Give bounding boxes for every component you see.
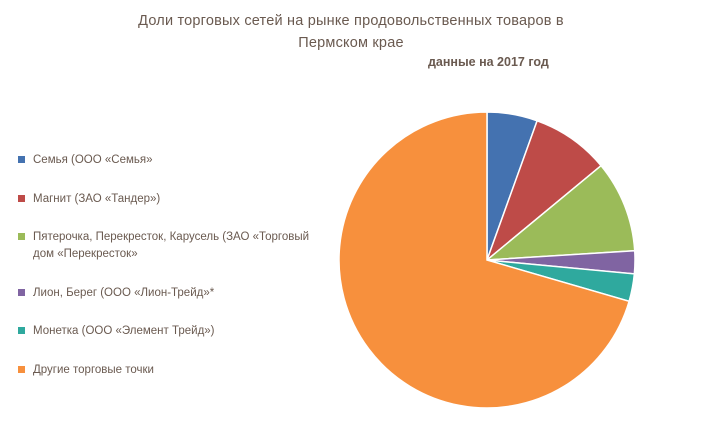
legend-marker (18, 156, 25, 163)
legend-item: Монетка (ООО «Элемент Трейд») (18, 323, 333, 340)
legend-item: Другие торговые точки (18, 362, 333, 379)
pie-chart (338, 111, 636, 409)
legend-marker (18, 288, 25, 296)
legend-marker (18, 233, 25, 241)
chart-subtitle: данные на 2017 год (428, 55, 549, 69)
legend-marker (18, 194, 25, 202)
legend-label: Пятерочка, Перекресток, Карусель (ЗАО «Т… (33, 231, 310, 261)
legend-marker (18, 327, 25, 335)
chart-title-line2: Пермском крае (298, 35, 404, 52)
legend-item: Семья (ООО «Семья» (18, 152, 333, 169)
legend-label: Лион, Берег (ООО «Лион-Трейд»* (33, 286, 215, 299)
legend-label: Монетка (ООО «Элемент Трейд») (33, 325, 215, 338)
pie-slice-5 (338, 111, 631, 409)
chart-title: Доли торговых сетей на рынке продовольст… (0, 10, 702, 55)
pie-slice-2 (484, 164, 636, 261)
legend-label: Семья (ООО «Семья» (33, 154, 153, 166)
chart-legend: Семья (ООО «Семья» Магнит (ЗАО «Тандер»)… (18, 152, 333, 401)
legend-item: Магнит (ЗАО «Тандер») (18, 191, 333, 208)
legend-marker (18, 366, 25, 374)
legend-label: Другие торговые точки (33, 364, 154, 377)
chart-title-line1: Доли торговых сетей на рынке продовольст… (138, 13, 564, 29)
legend-label: Магнит (ЗАО «Тандер») (33, 192, 161, 205)
pie-chart-area (332, 105, 642, 415)
legend-item: Пятерочка, Перекресток, Карусель (ЗАО «Т… (18, 229, 333, 262)
legend-item: Лион, Берег (ООО «Лион-Трейд»* (18, 285, 333, 302)
